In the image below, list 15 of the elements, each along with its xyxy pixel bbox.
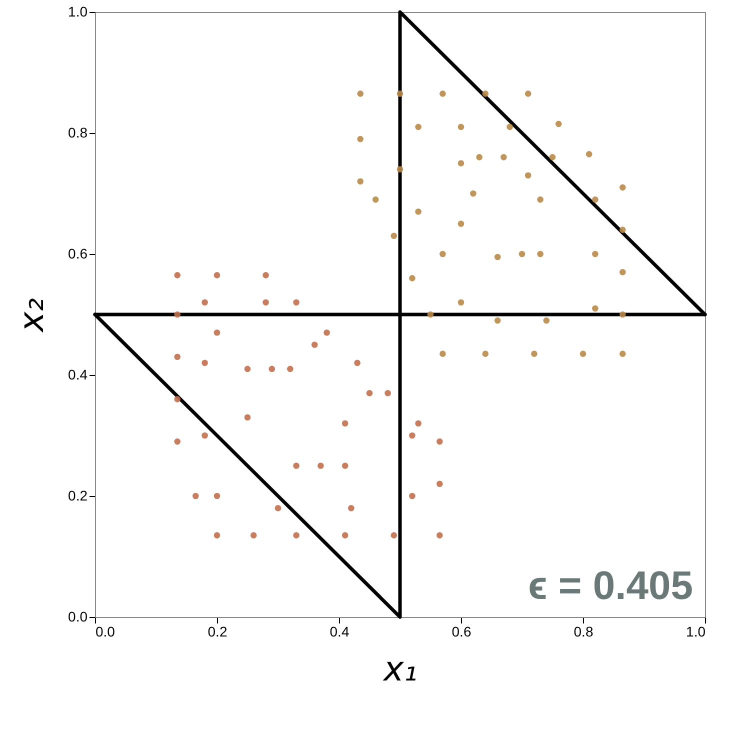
x-tick-label: 0.8: [574, 624, 594, 640]
annotation: ϵ = 0.405: [528, 564, 693, 608]
x-tick-label: 0.6: [452, 624, 472, 640]
x-tick-label: 0.2: [208, 624, 228, 640]
y-tick-label: 0.4: [68, 366, 88, 382]
y-tick-label: 0.0: [68, 608, 88, 624]
x-tick-label: 1.0: [686, 624, 706, 640]
x-axis-title: x₁: [382, 650, 418, 690]
y-tick-label: 0.8: [68, 124, 88, 140]
x-tick-label: 0.4: [330, 624, 350, 640]
y-tick-label: 0.2: [68, 488, 88, 504]
y-tick-label: 1.0: [68, 4, 88, 20]
x-tick-label: 0.0: [96, 624, 116, 640]
y-tick-label: 0.6: [68, 246, 88, 262]
y-axis-title: x₂: [12, 298, 52, 333]
